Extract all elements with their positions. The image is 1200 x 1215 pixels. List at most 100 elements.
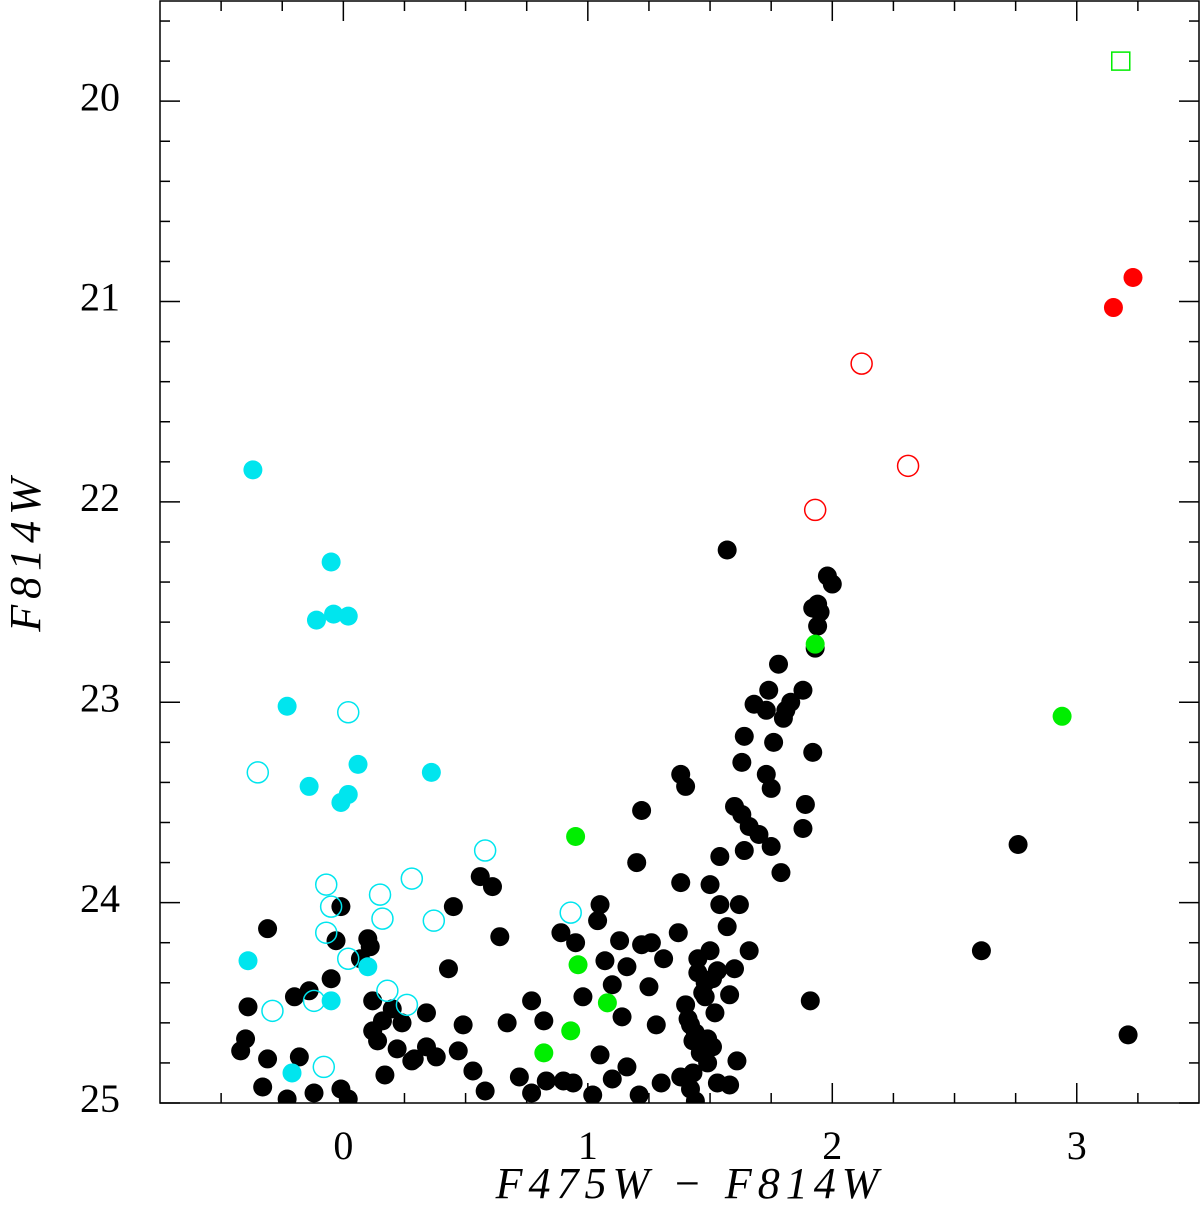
point [710, 847, 730, 867]
point [470, 867, 490, 887]
point [651, 1073, 671, 1093]
point [534, 1011, 554, 1031]
point [553, 1071, 573, 1091]
x-tick-label: 3 [1067, 1123, 1087, 1168]
point [536, 1071, 556, 1091]
point [683, 1063, 703, 1083]
point [632, 800, 652, 820]
point [771, 863, 791, 883]
y-tick-label: 23 [80, 675, 120, 720]
x-tick-label: 2 [822, 1123, 842, 1168]
point [321, 552, 341, 572]
point [371, 907, 394, 930]
point [238, 997, 258, 1017]
point [331, 792, 351, 812]
point [803, 498, 827, 522]
point [1008, 835, 1028, 855]
point [612, 1007, 632, 1027]
point [971, 941, 991, 961]
point [561, 1021, 581, 1041]
point [617, 1057, 637, 1077]
point [641, 933, 661, 953]
point [761, 837, 781, 857]
point [238, 951, 258, 971]
x-axis-title: F475W − F814W [495, 1159, 885, 1208]
point [776, 700, 796, 720]
point [475, 1081, 495, 1101]
point [732, 752, 752, 772]
point [258, 1049, 278, 1069]
point [639, 977, 659, 997]
point [306, 610, 326, 630]
point [463, 1061, 483, 1081]
point [438, 959, 458, 979]
point [490, 927, 510, 947]
point [422, 909, 446, 932]
point [314, 873, 338, 896]
point [453, 1015, 473, 1035]
point [400, 867, 424, 890]
point [277, 696, 297, 716]
point [717, 540, 737, 560]
y-tick-label: 20 [80, 74, 120, 119]
y-tick-label: 21 [80, 275, 120, 320]
point [522, 1083, 542, 1103]
point [676, 776, 696, 796]
point [822, 574, 842, 594]
point [720, 985, 740, 1005]
point [358, 957, 378, 977]
point [392, 1013, 412, 1033]
point [803, 742, 823, 762]
y-tick-label: 24 [80, 876, 120, 921]
x-tick-label: 0 [333, 1123, 353, 1168]
point [583, 1085, 603, 1103]
point [443, 897, 463, 917]
point [416, 1037, 436, 1057]
point [336, 701, 360, 724]
point [231, 1041, 251, 1061]
point [509, 1067, 529, 1087]
point [793, 819, 813, 839]
point [277, 1089, 297, 1103]
point [348, 754, 368, 774]
point [676, 995, 696, 1015]
point [363, 991, 383, 1011]
point [703, 969, 723, 989]
point [261, 999, 284, 1023]
point [304, 1083, 324, 1103]
point [646, 1015, 666, 1035]
point [324, 604, 344, 624]
point [727, 1051, 747, 1071]
point [896, 454, 920, 478]
point [243, 460, 263, 480]
point [693, 983, 713, 1003]
point [1123, 268, 1143, 288]
point [246, 761, 270, 784]
point [805, 634, 825, 654]
point [710, 895, 730, 915]
point [739, 941, 759, 961]
point [338, 1089, 358, 1103]
point [321, 991, 341, 1011]
point [573, 987, 593, 1007]
point [321, 969, 341, 989]
point [764, 732, 784, 752]
point [497, 1013, 517, 1033]
point [319, 895, 343, 918]
point [629, 1085, 649, 1103]
point [769, 654, 789, 674]
point [808, 616, 828, 636]
point [258, 919, 278, 939]
point [688, 949, 708, 969]
point [568, 955, 588, 975]
point [448, 1041, 468, 1061]
plot-frame [159, 0, 1200, 1104]
point [602, 1069, 622, 1089]
y-axis-title: F814W [1, 472, 50, 633]
point [566, 827, 586, 847]
point [421, 762, 441, 782]
point [597, 993, 617, 1013]
y-tick-label: 25 [80, 1076, 120, 1121]
point [522, 991, 542, 1011]
point [617, 957, 637, 977]
